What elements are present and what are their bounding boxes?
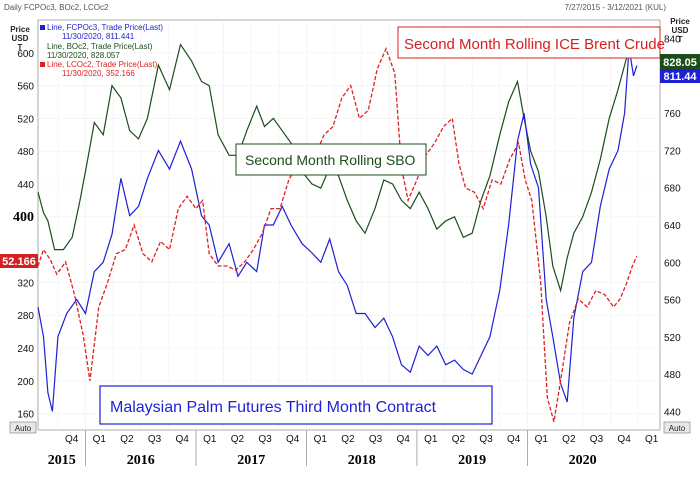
left-tick-label: 480 (17, 147, 34, 158)
left-tick-label: 400 (13, 210, 34, 225)
right-axis-title: Price USD T (670, 17, 690, 44)
x-quarter-label: Q3 (148, 434, 162, 445)
left-tick-label: 600 (17, 49, 34, 60)
series-line-sbo (37, 36, 638, 293)
left-axis-title-line: USD (12, 34, 29, 43)
x-quarter-label: Q4 (176, 434, 190, 445)
right-tick-label: 560 (664, 296, 681, 307)
plot-area (37, 19, 661, 431)
right-tick-label: 440 (664, 407, 681, 418)
badge-right-green-label: 828.05 (663, 57, 697, 69)
right-tick-label: 840 (664, 35, 681, 46)
x-quarter-label: Q2 (562, 434, 576, 445)
x-axis-ticks: Q4 Q1 Q2 Q3 Q4 Q1 Q2 Q3 Q4 Q1 Q2 Q3 Q4 Q1 Q2 Q3 Q4 Q1 Q2 Q3… (48, 430, 659, 468)
x-quarter-label: Q1 (93, 434, 107, 445)
x-year-label: 2017 (237, 453, 265, 468)
x-quarter-label: Q1 (424, 434, 438, 445)
x-year-label: 2018 (348, 453, 376, 468)
badge-right-green (660, 54, 700, 69)
left-tick-label: 440 (17, 180, 34, 191)
auto-button-right-label: Auto (669, 424, 686, 433)
x-quarter-label: Q1 (203, 434, 217, 445)
annotation-sbo: Second Month Rolling SBO (245, 152, 416, 168)
chart-date-range: 7/27/2015 - 3/12/2021 (KUL) (565, 3, 667, 12)
auto-button-left-label: Auto (15, 424, 32, 433)
legend-swatch-palm (40, 25, 45, 30)
x-quarter-label: Q4 (617, 434, 631, 445)
right-tick-label: 640 (664, 221, 681, 232)
x-quarter-label: Q2 (231, 434, 245, 445)
x-quarter-label: Q3 (369, 434, 383, 445)
legend-value-brent: 11/30/2020, 352.166 (62, 69, 135, 78)
x-quarter-label: Q4 (65, 434, 79, 445)
right-tick-label: 760 (664, 109, 681, 120)
chart-header-title: Daily FCPOc3, BOc2, LCOc2 (4, 3, 109, 12)
legend-entry-palm: Line, FCPOc3, Trade Price(Last) (47, 23, 163, 32)
left-axis-title-line: Price (10, 25, 30, 34)
right-tick-label: 480 (664, 370, 681, 381)
x-quarter-label: Q1 (535, 434, 549, 445)
series-line-brent (37, 46, 638, 422)
auto-button-left[interactable] (9, 421, 37, 434)
legend-entry-brent: Line, LCOc2, Trade Price(Last) (47, 60, 158, 69)
x-quarter-label: Q4 (396, 434, 410, 445)
badge-right-blue-label: 811.44 (663, 71, 697, 83)
legend-entry-sbo: Line, BOc2, Trade Price(Last) (47, 42, 153, 51)
left-tick-label: 200 (17, 377, 34, 388)
legend-swatch-brent (40, 62, 45, 67)
x-year-label: 2016 (127, 453, 155, 468)
left-tick-label: 160 (17, 410, 34, 421)
right-axis-ticks: 440480520560600640680720760800840 (664, 35, 685, 419)
right-tick-label: 680 (664, 184, 681, 195)
annotation-brent-box (397, 26, 661, 59)
legend-value-palm: 11/30/2020, 811.441 (62, 32, 135, 41)
auto-button-right[interactable] (663, 421, 691, 434)
left-tick-label: 240 (17, 344, 34, 355)
left-tick-label: 280 (17, 311, 34, 322)
left-tick-label: 560 (17, 82, 34, 93)
x-quarter-label: Q3 (258, 434, 272, 445)
annotation-palm-box (99, 385, 493, 425)
x-year-label: 2019 (458, 453, 486, 468)
legend: Line, FCPOc3, Trade Price(Last) 11/30/20… (40, 23, 163, 78)
right-tick-label: 520 (664, 333, 681, 344)
annotation-brent: Second Month Rolling ICE Brent Crude (404, 36, 665, 53)
badge-left-red (0, 254, 38, 268)
x-quarter-label: Q4 (507, 434, 521, 445)
x-quarter-label: Q1 (314, 434, 328, 445)
x-quarter-label: Q3 (590, 434, 604, 445)
x-year-label: 2020 (569, 453, 597, 468)
badge-left-red-label: 52.166 (2, 256, 36, 268)
legend-value-sbo: 11/30/2020, 828.057 (47, 51, 120, 60)
right-axis-title-line: T (678, 35, 683, 44)
x-year-label: 2015 (48, 453, 76, 468)
x-quarter-label: Q1 (645, 434, 659, 445)
x-quarter-label: Q2 (341, 434, 355, 445)
right-tick-label: 600 (664, 258, 681, 269)
x-quarter-label: Q3 (479, 434, 493, 445)
right-axis-title-line: USD (672, 26, 689, 35)
right-tick-label: 720 (664, 146, 681, 157)
series-line-palm (37, 47, 638, 412)
x-quarter-label: Q4 (286, 434, 300, 445)
left-tick-label: 520 (17, 114, 34, 125)
badge-right-blue (660, 69, 700, 83)
right-axis-title-line: Price (670, 17, 690, 26)
left-axis-ticks: 160 200 240 280 320 400 440 480 520 560 600 (13, 49, 34, 421)
annotation-palm: Malaysian Palm Futures Third Month Contr… (110, 399, 437, 416)
x-quarter-label: Q2 (452, 434, 466, 445)
x-quarter-label: Q2 (120, 434, 134, 445)
left-tick-label: 320 (17, 278, 34, 289)
grid (38, 20, 660, 430)
annotation-sbo-box (235, 143, 427, 176)
left-axis-title-line: T (18, 43, 23, 52)
left-axis-title: Price USD T (10, 25, 30, 52)
